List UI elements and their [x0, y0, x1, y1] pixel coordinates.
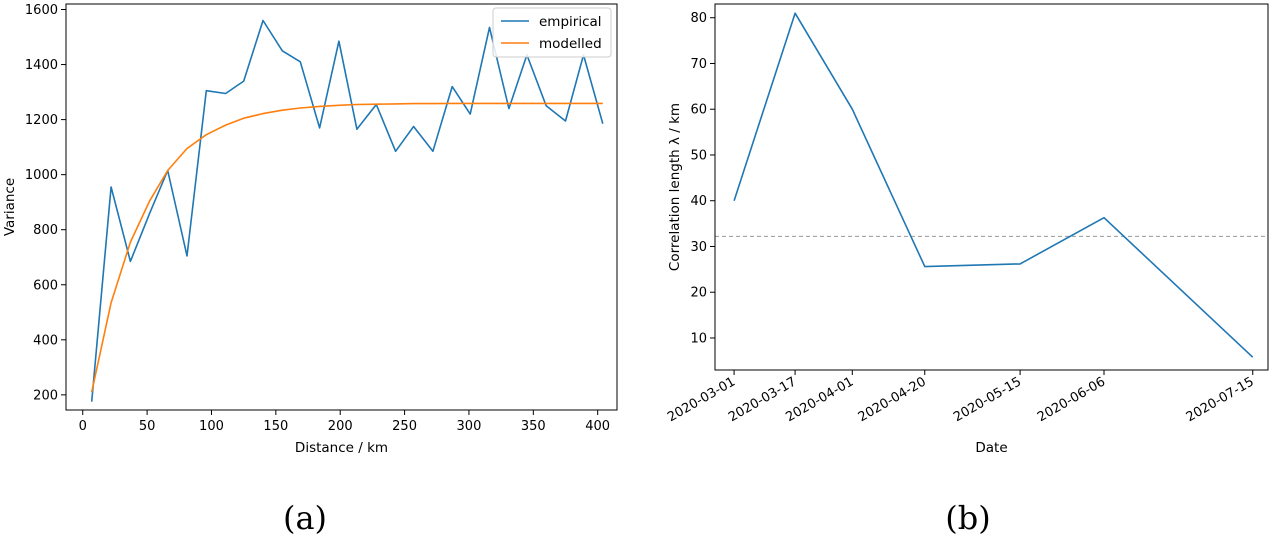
- x-tick-label: 2020-04-20: [856, 374, 929, 425]
- y-tick-label: 20: [690, 286, 707, 301]
- y-axis-label: Correlation length λ / km: [667, 103, 683, 271]
- x-tick-label: 400: [585, 419, 610, 434]
- x-tick-label: 200: [328, 419, 353, 434]
- y-tick-label: 70: [690, 57, 707, 72]
- y-tick-label: 80: [690, 11, 707, 26]
- y-tick-label: 10: [690, 331, 707, 346]
- x-axis-label: Date: [975, 440, 1007, 456]
- y-tick-label: 60: [690, 103, 707, 118]
- y-axis-label: Variance: [2, 178, 18, 236]
- y-tick-label: 1400: [25, 58, 58, 73]
- x-tick-label: 100: [199, 419, 224, 434]
- y-tick-label: 600: [33, 278, 58, 293]
- x-axis-label: Distance / km: [295, 440, 388, 456]
- plot-frame: [65, 3, 618, 411]
- y-tick-label: 40: [690, 194, 707, 209]
- legend-label-modelled: modelled: [539, 36, 602, 52]
- y-tick-label: 50: [690, 148, 707, 163]
- y-tick-label: 1600: [25, 3, 58, 18]
- x-tick-label: 150: [263, 419, 288, 434]
- y-tick-label: 400: [33, 333, 58, 348]
- plot-frame: [714, 3, 1269, 371]
- x-tick-label: 250: [392, 419, 417, 434]
- y-tick-label: 1000: [25, 168, 58, 183]
- x-tick-label: 2020-05-15: [951, 374, 1024, 425]
- chart-panel-a: 0 50 100 150 200 250 300 350 400 200 400 600 800 1000…: [2, 3, 618, 537]
- y-tick-label: 30: [690, 240, 707, 255]
- x-tick-label: 300: [457, 419, 482, 434]
- x-tick-label: 0: [79, 419, 87, 434]
- panel-caption: (a): [283, 499, 327, 537]
- legend: empirical modelled: [492, 7, 612, 58]
- series-line-modelled: [90, 102, 603, 393]
- x-tick-label: 50: [139, 419, 156, 434]
- series-line-empirical: [90, 19, 604, 402]
- series-line-series-0: [733, 12, 1254, 358]
- y-tick-label: 200: [33, 388, 58, 403]
- y-tick-label: 1200: [25, 113, 58, 128]
- legend-label-empirical: empirical: [539, 14, 602, 30]
- y-tick-label: 800: [33, 223, 58, 238]
- panel-caption: (b): [945, 499, 990, 537]
- x-tick-label: 2020-07-15: [1184, 374, 1257, 425]
- x-tick-label: 350: [521, 419, 546, 434]
- x-tick-label: 2020-06-06: [1035, 374, 1108, 425]
- x-tick-label: 2020-03-01: [665, 374, 738, 425]
